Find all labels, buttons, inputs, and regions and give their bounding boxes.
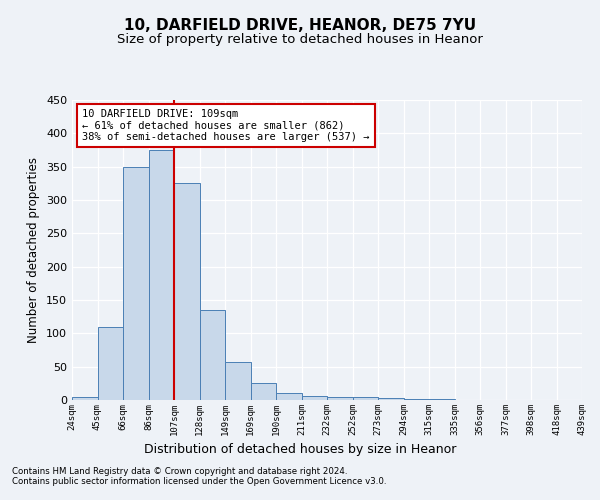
Bar xyxy=(174,184,199,400)
Bar xyxy=(302,396,327,400)
Text: 10, DARFIELD DRIVE, HEANOR, DE75 7YU: 10, DARFIELD DRIVE, HEANOR, DE75 7YU xyxy=(124,18,476,32)
Bar xyxy=(378,398,404,400)
Text: Distribution of detached houses by size in Heanor: Distribution of detached houses by size … xyxy=(144,444,456,456)
Bar xyxy=(276,394,302,400)
Bar xyxy=(199,310,225,400)
Bar xyxy=(251,384,276,400)
Bar xyxy=(97,326,123,400)
Bar xyxy=(149,150,174,400)
Bar xyxy=(72,398,97,400)
Bar xyxy=(123,166,149,400)
Bar xyxy=(353,396,378,400)
Bar xyxy=(225,362,251,400)
Bar xyxy=(327,396,353,400)
Text: 10 DARFIELD DRIVE: 109sqm
← 61% of detached houses are smaller (862)
38% of semi: 10 DARFIELD DRIVE: 109sqm ← 61% of detac… xyxy=(82,109,370,142)
Text: Size of property relative to detached houses in Heanor: Size of property relative to detached ho… xyxy=(117,32,483,46)
Bar xyxy=(404,398,429,400)
Y-axis label: Number of detached properties: Number of detached properties xyxy=(28,157,40,343)
Text: Contains HM Land Registry data © Crown copyright and database right 2024.: Contains HM Land Registry data © Crown c… xyxy=(12,467,347,476)
Text: Contains public sector information licensed under the Open Government Licence v3: Contains public sector information licen… xyxy=(12,477,386,486)
